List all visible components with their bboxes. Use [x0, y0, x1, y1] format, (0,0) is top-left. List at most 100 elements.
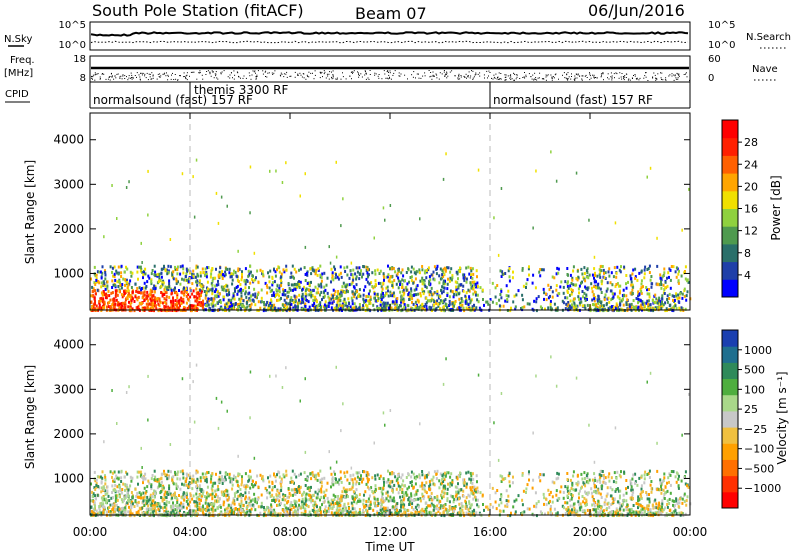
velocity-cell — [362, 502, 365, 506]
power-cell — [230, 298, 233, 302]
power-cell — [422, 280, 425, 284]
nave-point — [285, 73, 287, 75]
power-cell — [273, 268, 275, 272]
velocity-cell — [659, 505, 662, 509]
power-cell — [194, 299, 197, 303]
velocity-cell — [562, 496, 565, 500]
power-cell — [303, 285, 305, 289]
velocity-cell — [280, 501, 282, 505]
power-cell — [200, 284, 203, 288]
velocity-cell — [421, 510, 424, 514]
power-cell — [407, 267, 410, 271]
power-cell — [96, 288, 99, 292]
velocity-cell — [338, 478, 341, 482]
nave-point — [547, 74, 549, 76]
nave-point — [539, 72, 541, 74]
power-cell — [298, 268, 300, 272]
nave-point — [434, 75, 435, 77]
velocity-cell — [250, 482, 253, 486]
power-cell — [568, 304, 571, 308]
velocity-cell — [603, 501, 606, 505]
nave-point — [374, 72, 376, 74]
power-cell — [254, 292, 257, 296]
velocity-cell — [430, 478, 433, 482]
nave-point — [652, 77, 654, 79]
velocity-cell — [298, 491, 301, 494]
nave-point — [374, 74, 376, 76]
nave-point — [639, 77, 641, 79]
velocity-cell — [341, 512, 344, 515]
power-cell — [176, 272, 179, 276]
velocity-cell — [162, 506, 164, 510]
power-cell — [260, 288, 263, 292]
power-cell — [139, 269, 142, 273]
nave-point — [432, 74, 434, 76]
power-cell — [421, 289, 424, 293]
power-cell — [569, 299, 572, 303]
nave-point — [647, 80, 649, 81]
power-cell — [157, 309, 160, 313]
nave-point — [111, 76, 113, 78]
velocity-cell — [527, 472, 530, 476]
nave-point — [686, 76, 688, 78]
power-cell — [104, 269, 106, 273]
power-cell — [278, 298, 281, 302]
power-cell — [275, 309, 278, 313]
power-cell — [610, 271, 613, 275]
power-cell — [175, 291, 178, 295]
power-cell — [150, 293, 153, 297]
power-cell — [521, 293, 524, 297]
power-cell — [200, 301, 203, 305]
power-cell — [122, 277, 125, 281]
power-cell — [222, 273, 224, 276]
velocity-cell — [555, 493, 558, 497]
nave-point — [377, 75, 379, 77]
power-cell — [675, 294, 678, 298]
power-cell — [129, 303, 132, 307]
power-cell — [305, 287, 308, 291]
power-cell — [228, 309, 231, 313]
power-cell — [110, 307, 113, 311]
velocity-cell — [163, 469, 165, 473]
power-cell — [138, 301, 141, 305]
power-cell — [290, 296, 293, 300]
nave-point — [636, 77, 638, 79]
power-cell — [521, 268, 524, 272]
power-cell — [278, 287, 281, 290]
power-cell — [148, 307, 150, 311]
velocity-cell — [146, 502, 149, 506]
power-cell — [113, 275, 116, 278]
power-cell — [526, 278, 529, 282]
date-title: 06/Jun/2016 — [588, 1, 685, 20]
power-cell — [471, 267, 474, 271]
nave-point — [365, 73, 367, 75]
power-cell — [269, 301, 272, 305]
nave-point — [495, 73, 497, 75]
nave-point — [186, 72, 188, 74]
power-cell — [443, 273, 446, 277]
power-cell — [331, 272, 334, 276]
nave-point — [367, 77, 369, 79]
power-cell — [257, 280, 260, 284]
power-cell — [114, 294, 117, 298]
power-cell — [652, 307, 655, 311]
power-cell — [335, 160, 337, 164]
power-cell — [418, 268, 421, 272]
velocity-cell — [154, 506, 156, 509]
power-cell — [505, 284, 508, 288]
velocity-cell — [599, 509, 602, 513]
velocity-cell — [640, 487, 643, 491]
power-cell — [298, 301, 301, 305]
velocity-cell — [181, 482, 183, 486]
power-cell — [192, 304, 195, 308]
velocity-cell — [91, 490, 94, 494]
power-cell — [214, 303, 217, 307]
velocity-cell — [685, 503, 688, 507]
nave-point — [607, 73, 609, 75]
velocity-cell — [129, 508, 132, 512]
velocity-cell — [463, 483, 466, 487]
nave-point — [351, 71, 353, 73]
nave-point — [593, 76, 595, 78]
power-cell — [210, 269, 213, 273]
